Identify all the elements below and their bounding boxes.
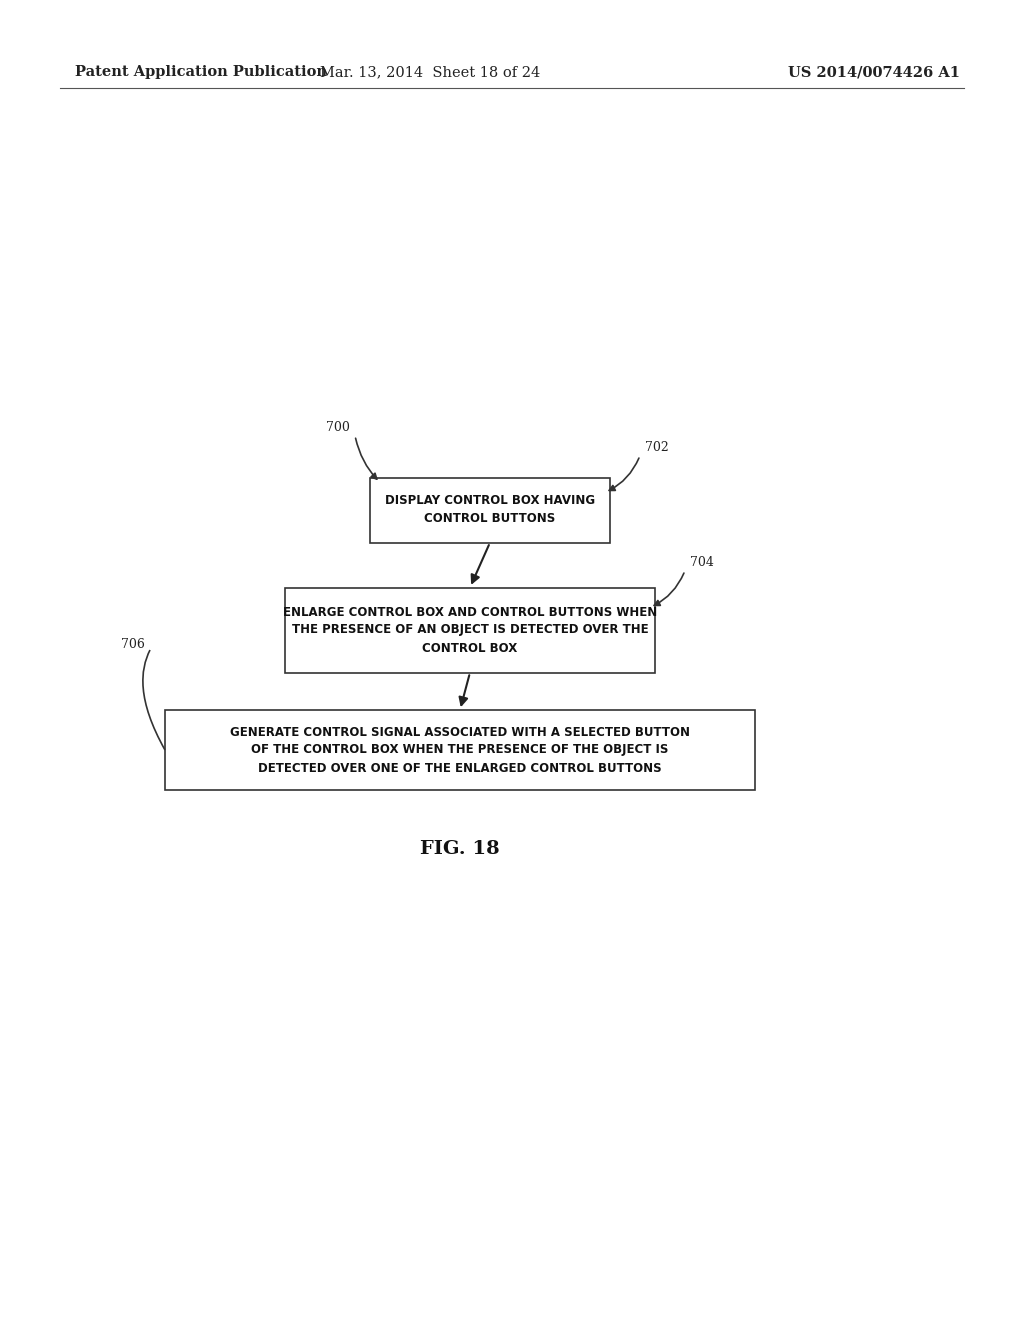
Text: FIG. 18: FIG. 18 (420, 840, 500, 858)
Text: 700: 700 (326, 421, 350, 434)
Text: 704: 704 (690, 556, 714, 569)
Text: 702: 702 (645, 441, 669, 454)
Text: 706: 706 (121, 639, 145, 652)
Text: Patent Application Publication: Patent Application Publication (75, 65, 327, 79)
Bar (370, 478, 610, 543)
Text: US 2014/0074426 A1: US 2014/0074426 A1 (788, 65, 961, 79)
Text: Mar. 13, 2014  Sheet 18 of 24: Mar. 13, 2014 Sheet 18 of 24 (319, 65, 540, 79)
Bar (165, 710, 755, 789)
Text: GENERATE CONTROL SIGNAL ASSOCIATED WITH A SELECTED BUTTON
OF THE CONTROL BOX WHE: GENERATE CONTROL SIGNAL ASSOCIATED WITH … (230, 726, 690, 775)
Bar (285, 587, 655, 672)
Text: ENLARGE CONTROL BOX AND CONTROL BUTTONS WHEN
THE PRESENCE OF AN OBJECT IS DETECT: ENLARGE CONTROL BOX AND CONTROL BUTTONS … (283, 606, 657, 655)
Text: DISPLAY CONTROL BOX HAVING
CONTROL BUTTONS: DISPLAY CONTROL BOX HAVING CONTROL BUTTO… (385, 495, 595, 525)
